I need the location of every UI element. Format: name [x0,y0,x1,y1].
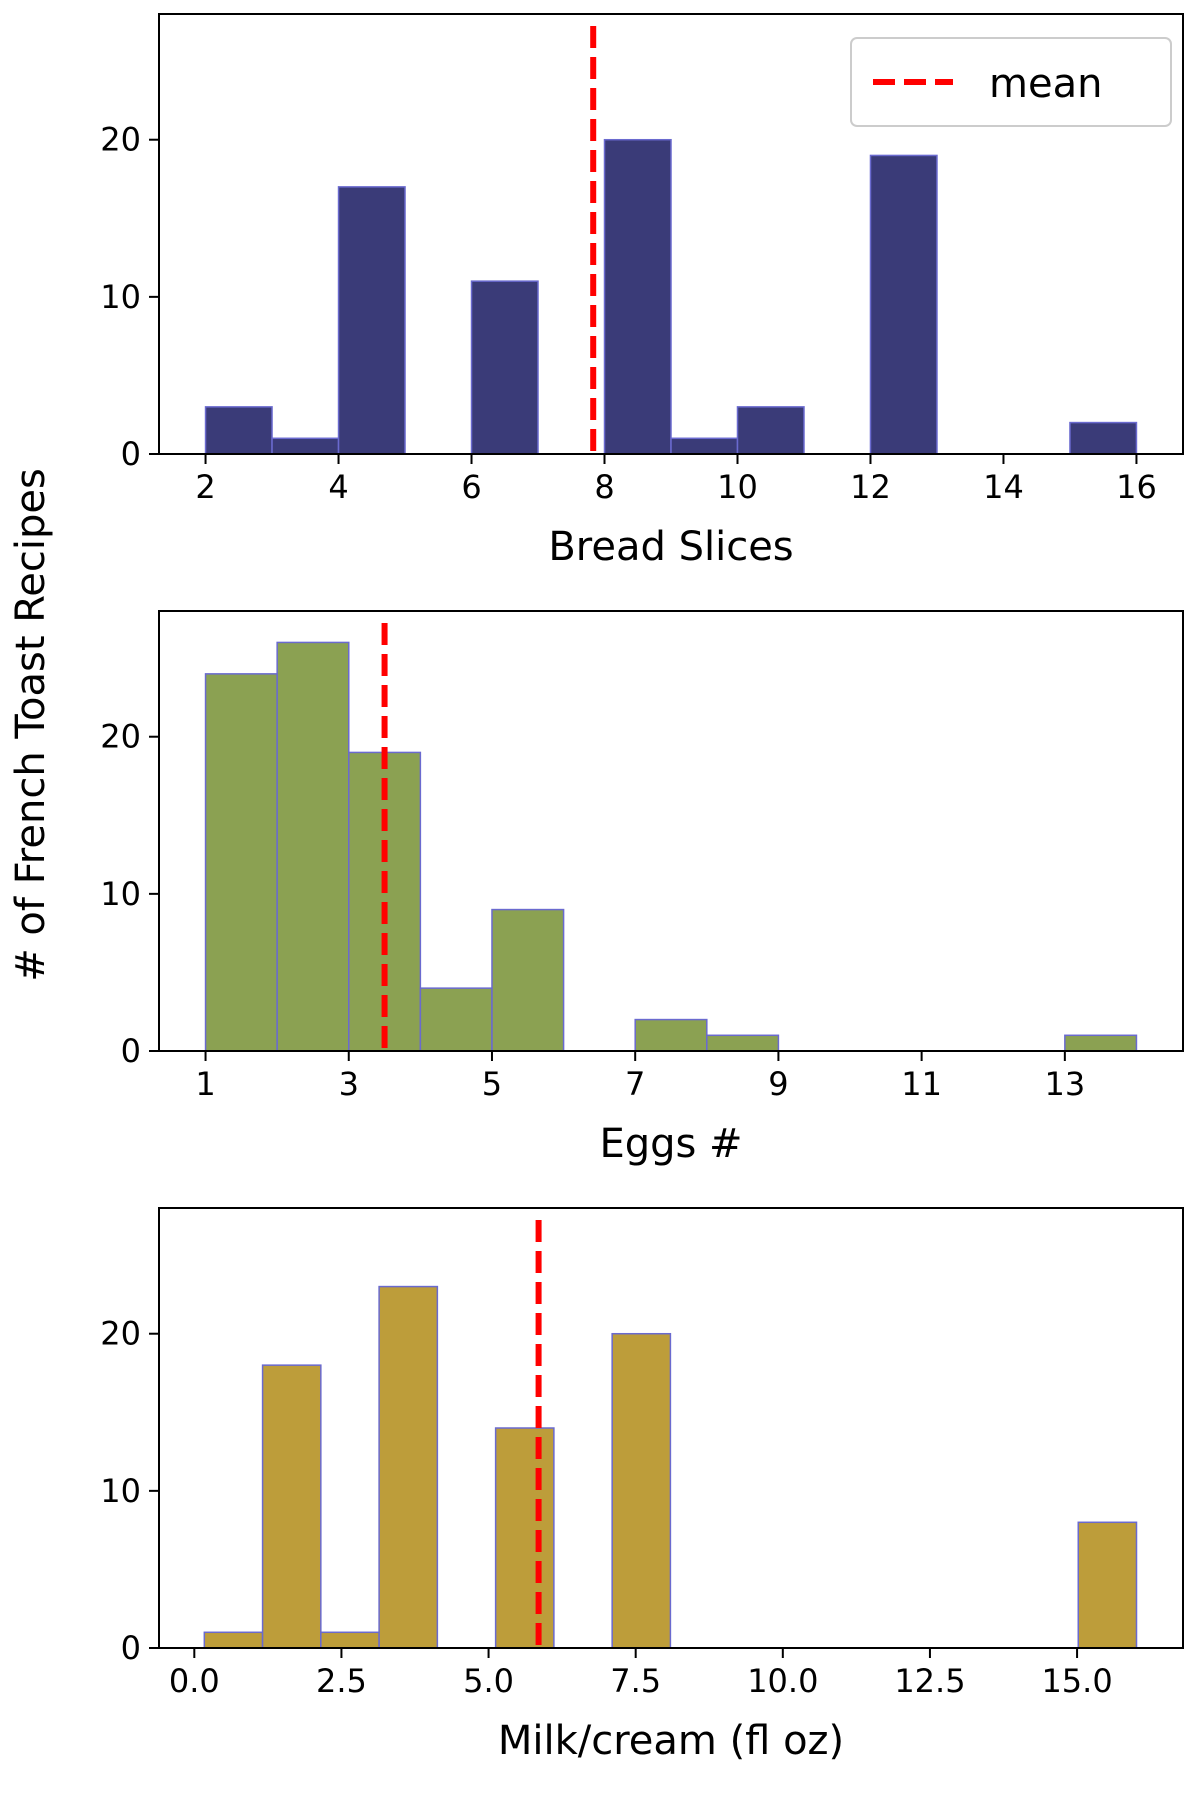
bread-slices-x-tick-label: 2 [195,468,215,506]
milk-cream-bar [378,1285,439,1649]
eggs-bar [204,673,278,1052]
bread-slices-x-tick-label: 14 [983,468,1024,506]
milk-cream-y-tick-label: 0 [121,1629,141,1667]
eggs-x-axis-label: Eggs # [599,1121,742,1167]
milk-cream-x-tick-label: 7.5 [610,1662,661,1700]
eggs-bar [1064,1034,1138,1052]
milk-cream-panel: 0.0 2.5 5.0 7.5 10.0 12.5 15.0 0 10 20 Milk/cream … [100,1207,1184,1764]
eggs-y-tick-label: 20 [100,718,141,756]
bread-slices-bar [271,437,340,455]
milk-cream-bar [261,1364,322,1649]
milk-cream-y-tick-label: 20 [100,1315,141,1353]
shared-y-axis-label: # of French Toast Recipes [8,468,54,982]
eggs-x-tick-label: 3 [339,1065,359,1103]
milk-cream-x-tick-label: 2.5 [316,1662,367,1700]
milk-cream-x-tick-label: 5.0 [463,1662,514,1700]
legend: mean [850,37,1172,127]
bread-slices-x-tick-label: 10 [717,468,758,506]
bread-slices-x-tick-label: 8 [594,468,614,506]
legend-box [850,37,1172,127]
eggs-bar [706,1034,780,1052]
eggs-x-tick-label: 5 [482,1065,502,1103]
milk-cream-plot-frame [158,1207,1184,1649]
bread-slices-bar [869,154,938,455]
eggs-x-tick-label: 1 [195,1065,215,1103]
bread-slices-x-tick-label: 4 [328,468,348,506]
bread-slices-x-tick-label: 12 [850,468,891,506]
bread-slices-bar [670,437,739,455]
eggs-x-tick-label: 9 [768,1065,788,1103]
milk-cream-bar [1077,1521,1138,1649]
eggs-y-tick-label: 0 [121,1032,141,1070]
bread-slices-x-tick-label: 16 [1116,468,1157,506]
bread-slices-bar [1069,421,1138,455]
bread-slices-panel: 2 4 6 8 10 12 14 16 0 10 20 Bread Slices mean [100,13,1184,570]
eggs-bar [419,987,493,1052]
milk-cream-x-tick-label: 12.5 [894,1662,965,1700]
bread-slices-y-tick-label: 10 [100,278,141,316]
bread-slices-x-tick-label: 6 [461,468,481,506]
eggs-bar [276,641,350,1052]
bread-slices-plot-frame [158,13,1184,455]
milk-cream-bar [320,1631,380,1649]
bread-slices-bar [337,186,406,455]
eggs-x-tick-label: 13 [1044,1065,1085,1103]
eggs-bar [634,1018,708,1052]
milk-cream-x-tick-label: 10.0 [747,1662,818,1700]
milk-cream-y-tick-label: 10 [100,1472,141,1510]
bread-slices-y-tick-label: 20 [100,121,141,159]
bread-slices-bar [603,138,672,455]
milk-cream-x-tick-label: 0.0 [169,1662,220,1700]
milk-cream-x-tick-label: 15.0 [1041,1662,1112,1700]
milk-cream-bar [203,1631,264,1649]
legend-mean-label: mean [989,61,1102,107]
bread-slices-bar [204,406,273,455]
bread-slices-bar [470,280,539,455]
eggs-y-tick-label: 10 [100,875,141,913]
eggs-x-tick-label: 11 [901,1065,942,1103]
eggs-x-tick-label: 7 [625,1065,645,1103]
milk-cream-bar [494,1427,555,1649]
milk-cream-bar [611,1332,672,1649]
bread-slices-x-axis-label: Bread Slices [548,524,793,570]
eggs-bar [491,908,565,1052]
bread-slices-bar [736,406,805,455]
eggs-plot-frame [158,610,1184,1052]
bread-slices-y-tick-label: 0 [121,435,141,473]
milk-cream-x-axis-label: Milk/cream (fl oz) [498,1718,844,1764]
